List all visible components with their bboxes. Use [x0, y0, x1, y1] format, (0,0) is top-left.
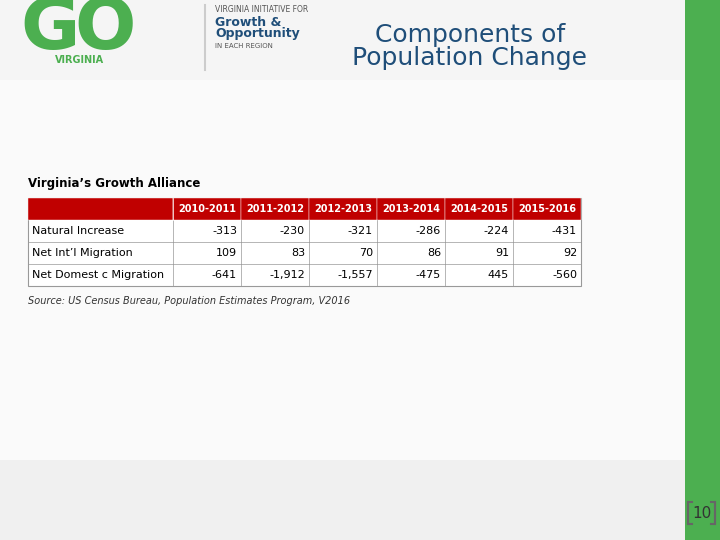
FancyBboxPatch shape — [513, 198, 581, 220]
Text: Net Int’l Migration: Net Int’l Migration — [32, 248, 132, 258]
Text: 10: 10 — [692, 505, 711, 521]
FancyBboxPatch shape — [241, 198, 309, 220]
Text: 2011-2012: 2011-2012 — [246, 204, 304, 214]
FancyBboxPatch shape — [28, 198, 581, 286]
Text: -286: -286 — [415, 226, 441, 236]
Text: 2015-2016: 2015-2016 — [518, 204, 576, 214]
Text: 91: 91 — [495, 248, 509, 258]
FancyBboxPatch shape — [173, 198, 241, 220]
Text: 86: 86 — [427, 248, 441, 258]
Text: -641: -641 — [212, 270, 237, 280]
Text: -560: -560 — [552, 270, 577, 280]
FancyBboxPatch shape — [0, 0, 685, 540]
Text: -475: -475 — [415, 270, 441, 280]
Text: Components of: Components of — [375, 23, 565, 47]
Text: 83: 83 — [291, 248, 305, 258]
Text: 2014-2015: 2014-2015 — [450, 204, 508, 214]
Text: Growth &: Growth & — [215, 16, 282, 29]
Text: Population Change: Population Change — [353, 46, 588, 70]
Text: 2012-2013: 2012-2013 — [314, 204, 372, 214]
Text: -230: -230 — [280, 226, 305, 236]
Text: 92: 92 — [563, 248, 577, 258]
Text: -1,912: -1,912 — [269, 270, 305, 280]
Text: 2013-2014: 2013-2014 — [382, 204, 440, 214]
Text: Opportunity: Opportunity — [215, 28, 300, 40]
Text: Virginia’s Growth Alliance: Virginia’s Growth Alliance — [28, 177, 200, 190]
FancyBboxPatch shape — [309, 198, 377, 220]
Text: 109: 109 — [216, 248, 237, 258]
Text: Natural Increase: Natural Increase — [32, 226, 124, 236]
Text: G: G — [20, 0, 80, 64]
Text: VIRGINIA: VIRGINIA — [55, 55, 104, 65]
Text: 445: 445 — [487, 270, 509, 280]
Text: Net Domest c Migration: Net Domest c Migration — [32, 270, 164, 280]
Text: VIRGINIA INITIATIVE FOR: VIRGINIA INITIATIVE FOR — [215, 5, 308, 15]
FancyBboxPatch shape — [685, 0, 720, 540]
Text: O: O — [74, 0, 135, 64]
Text: 2010-2011: 2010-2011 — [178, 204, 236, 214]
FancyBboxPatch shape — [377, 198, 445, 220]
Text: -321: -321 — [348, 226, 373, 236]
Text: IN EACH REGION: IN EACH REGION — [215, 43, 273, 49]
FancyBboxPatch shape — [28, 198, 173, 220]
Text: -1,557: -1,557 — [338, 270, 373, 280]
FancyBboxPatch shape — [0, 80, 685, 460]
Text: 70: 70 — [359, 248, 373, 258]
Text: -224: -224 — [484, 226, 509, 236]
Text: Source: US Census Bureau, Population Estimates Program, V2016: Source: US Census Bureau, Population Est… — [28, 296, 350, 306]
FancyBboxPatch shape — [445, 198, 513, 220]
Text: -431: -431 — [552, 226, 577, 236]
Text: -313: -313 — [212, 226, 237, 236]
FancyBboxPatch shape — [0, 0, 685, 80]
